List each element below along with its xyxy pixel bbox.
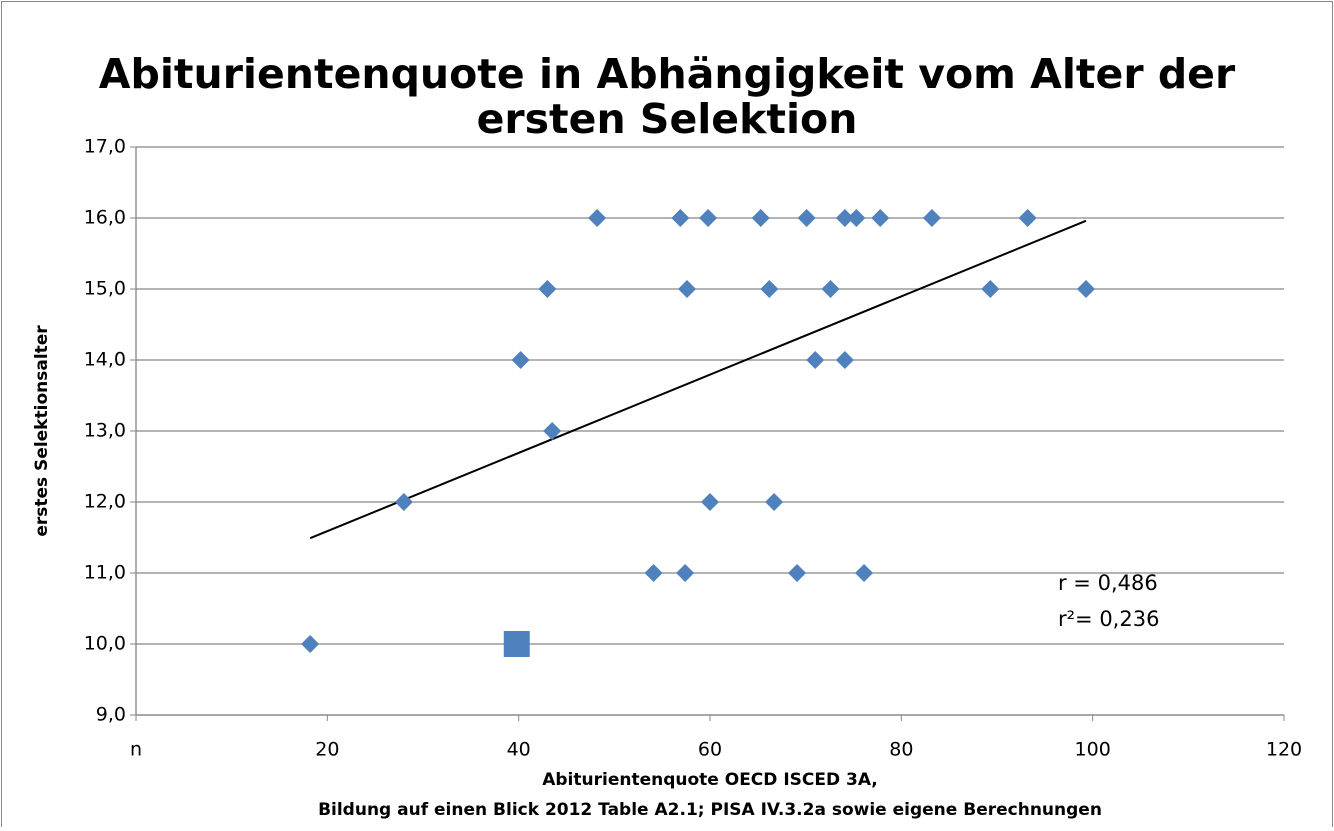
point — [1018, 209, 1037, 227]
point — [922, 209, 941, 227]
point — [1076, 280, 1095, 298]
x-tick-label: 120 — [1266, 739, 1302, 761]
trendline — [309, 219, 1087, 540]
x-tick-label: 80 — [889, 739, 913, 761]
point — [760, 280, 779, 298]
y-tick-label: 13,0 — [84, 420, 126, 442]
point — [701, 493, 719, 511]
point — [503, 631, 530, 657]
x-tick-label: 60 — [698, 739, 722, 761]
point — [871, 209, 890, 227]
y-tick-label: 17,0 — [84, 136, 126, 158]
x-tick-label: n — [130, 739, 142, 761]
chart-title: Abiturientenquote in Abhängigkeit vom Al… — [99, 50, 1236, 98]
x-tick-label: 40 — [507, 739, 531, 761]
point — [678, 280, 697, 298]
point — [806, 351, 825, 369]
point — [835, 209, 854, 227]
point — [835, 351, 854, 369]
point — [394, 493, 413, 511]
y-tick-label: 10,0 — [84, 633, 126, 655]
point — [588, 209, 607, 227]
annotation: r²= 0,236 — [1058, 607, 1159, 631]
point — [855, 564, 874, 582]
point — [765, 493, 784, 511]
y-tick-label: 16,0 — [84, 207, 126, 229]
x-tick-label: 100 — [1075, 739, 1111, 761]
chart-title: ersten Selektion — [477, 95, 858, 143]
y-tick-label: 14,0 — [84, 349, 126, 371]
y-tick-label: 12,0 — [84, 491, 126, 513]
point — [543, 422, 562, 440]
point — [511, 351, 530, 369]
point — [671, 209, 690, 227]
x-axis-label: Abiturientenquote OECD ISCED 3A, — [542, 770, 878, 790]
point — [301, 635, 320, 653]
point — [538, 280, 557, 298]
x-tick-label: 20 — [315, 739, 339, 761]
point — [751, 209, 770, 227]
point — [644, 564, 663, 582]
y-tick-label: 11,0 — [84, 562, 126, 584]
point — [821, 280, 840, 298]
point — [676, 564, 695, 582]
point — [981, 280, 1000, 298]
y-tick-label: 9,0 — [96, 704, 126, 726]
point — [797, 209, 816, 227]
annotation: r = 0,486 — [1058, 571, 1158, 595]
y-axis-label: erstes Selektionsalter — [32, 325, 52, 537]
x-axis-label: Bildung auf einen Blick 2012 Table A2.1;… — [318, 800, 1102, 820]
point — [788, 564, 807, 582]
point — [847, 209, 866, 227]
point — [699, 209, 718, 227]
y-tick-label: 15,0 — [84, 278, 126, 300]
